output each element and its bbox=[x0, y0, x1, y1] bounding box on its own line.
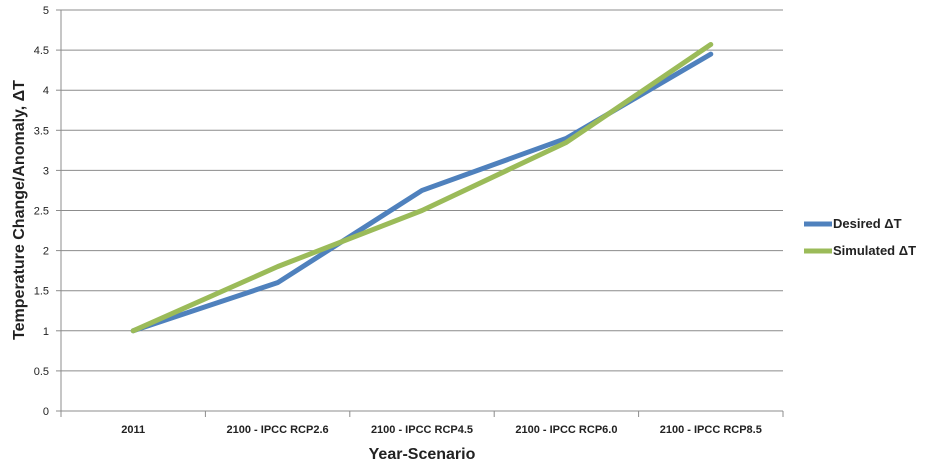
axes bbox=[56, 9, 784, 417]
series-line-simulated bbox=[130, 41, 714, 334]
x-tick-label: 2100 - IPCC RCP8.5 bbox=[660, 424, 762, 436]
y-tick-label: 0 bbox=[43, 406, 49, 418]
y-tick-label: 3.5 bbox=[34, 125, 49, 137]
y-tick-label: 5 bbox=[43, 5, 49, 17]
series-lines bbox=[130, 41, 714, 334]
x-tick-label: 2011 bbox=[121, 424, 145, 436]
y-tick-label: 3 bbox=[43, 165, 49, 177]
legend-label-desired: Desired ΔT bbox=[833, 216, 902, 231]
y-axis-title: Temperature Change/Anomaly, ΔT bbox=[11, 80, 28, 340]
y-tick-label: 4 bbox=[43, 85, 49, 97]
x-tick-label: 2100 - IPCC RCP4.5 bbox=[371, 424, 473, 436]
legend-label-simulated: Simulated ΔT bbox=[833, 243, 916, 258]
y-tick-label: 2 bbox=[43, 246, 49, 258]
y-tick-label: 0.5 bbox=[34, 366, 49, 378]
y-tick-label: 1 bbox=[43, 326, 49, 338]
x-axis-title: Year-Scenario bbox=[369, 446, 476, 463]
y-tick-label: 1.5 bbox=[34, 286, 49, 298]
series-line-desired bbox=[130, 51, 714, 334]
tick-labels: 0 0.5 1 1.5 2 2.5 3 3.5 4 4.5 5 2011 2100 - IPCC RCP… bbox=[34, 5, 762, 436]
x-tick-label: 2100 - IPCC RCP2.6 bbox=[227, 424, 329, 436]
legend: Desired ΔT Simulated ΔT bbox=[804, 216, 916, 258]
y-tick-label: 4.5 bbox=[34, 45, 49, 57]
x-tick-label: 2100 - IPCC RCP6.0 bbox=[515, 424, 617, 436]
y-tick-label: 2.5 bbox=[34, 206, 49, 218]
